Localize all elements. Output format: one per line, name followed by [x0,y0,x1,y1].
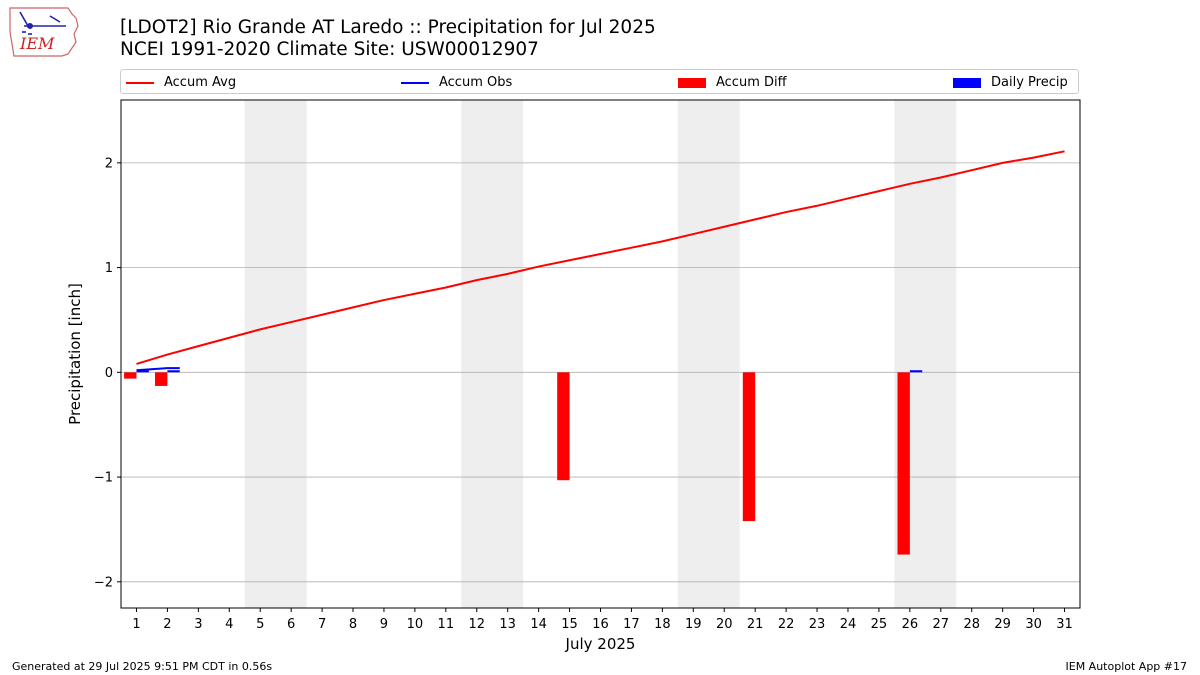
legend-item-accum-obs: Accum Obs [401,70,512,95]
logo-text: IEM [19,34,55,53]
chart-title: [LDOT2] Rio Grande AT Laredo :: Precipit… [120,17,656,38]
x-tick-label: 7 [318,617,326,632]
legend-swatch-accum-obs [401,81,429,84]
x-tick-label: 31 [1056,617,1073,632]
daily-precip-bar-day-2 [167,370,180,373]
x-tick-label: 27 [933,617,950,632]
accum-diff-bar-day-15 [557,372,570,481]
accum-obs-line [136,367,180,372]
legend-label-accum-diff: Accum Diff [716,75,787,90]
legend-swatch-daily-precip [953,77,981,88]
footer-app: IEM Autoplot App #17 [1065,660,1188,673]
x-tick-label: 4 [225,617,233,632]
weather-station-icon [19,11,66,35]
x-tick-label: 20 [716,617,733,632]
x-tick-label: 3 [194,617,202,632]
chart-subtitle: NCEI 1991-2020 Climate Site: USW00012907 [120,39,539,60]
x-tick-label: 29 [994,617,1011,632]
legend-item-accum-avg: Accum Avg [126,70,236,95]
daily-precip-bar-day-1 [136,370,149,373]
legend: Accum Avg Accum Obs Accum Diff Daily Pre… [120,69,1079,94]
legend-label-accum-obs: Accum Obs [439,75,513,90]
x-tick-label: 19 [685,617,702,632]
x-tick-label: 10 [407,617,424,632]
x-axis-label: July 2025 [565,635,636,653]
accum-diff-bar-day-26 [897,372,910,555]
weekend-band-3 [677,100,740,608]
accum-diff-bar-day-1 [124,372,137,379]
accum-diff-bar-day-2 [155,372,168,386]
x-tick-label: 28 [963,617,980,632]
y-tick-label: 1 [105,261,113,276]
legend-label-daily-precip: Daily Precip [991,75,1068,90]
x-tick-label: 22 [778,617,795,632]
x-tick-label: 30 [1025,617,1042,632]
y-tick-label: 2 [105,156,113,171]
x-tick-label: 16 [592,617,609,632]
x-tick-label: 11 [438,617,455,632]
x-tick-label: 12 [468,617,485,632]
x-tick-label: 18 [654,617,671,632]
legend-swatch-accum-avg [126,81,154,84]
x-tick-label: 21 [747,617,764,632]
x-tick-label: 25 [871,617,888,632]
x-tick-label: 13 [499,617,516,632]
legend-item-daily-precip: Daily Precip [953,70,1068,95]
x-tick-label: 14 [530,617,547,632]
footer-generated: Generated at 29 Jul 2025 9:51 PM CDT in … [12,660,273,673]
daily-precip-bar-day-26 [909,370,923,373]
x-tick-label: 15 [561,617,578,632]
x-tick-label: 1 [132,617,140,632]
x-tick-label: 24 [840,617,857,632]
y-tick-label: −2 [94,575,113,590]
x-tick-label: 17 [623,617,640,632]
legend-label-accum-avg: Accum Avg [164,75,237,90]
iem-logo: IEM [9,7,79,57]
x-tick-label: 2 [163,617,171,632]
x-tick-label: 26 [902,617,919,632]
x-tick-label: 6 [287,617,295,632]
weekend-band-1 [244,100,307,608]
iowa-outline-icon [9,7,79,57]
x-tick-label: 23 [809,617,826,632]
accum-avg-line [136,150,1065,365]
weekend-band-2 [461,100,524,608]
x-tick-label: 9 [380,617,388,632]
legend-item-accum-diff: Accum Diff [678,70,787,95]
accum-diff-bar-day-21 [742,372,756,522]
y-tick-label: 0 [105,366,113,381]
x-tick-label: 5 [256,617,264,632]
legend-swatch-accum-diff [678,77,706,88]
x-tick-label: 8 [349,617,357,632]
y-tick-label: −1 [94,471,113,486]
y-axis-label: Precipitation [inch] [66,283,84,425]
